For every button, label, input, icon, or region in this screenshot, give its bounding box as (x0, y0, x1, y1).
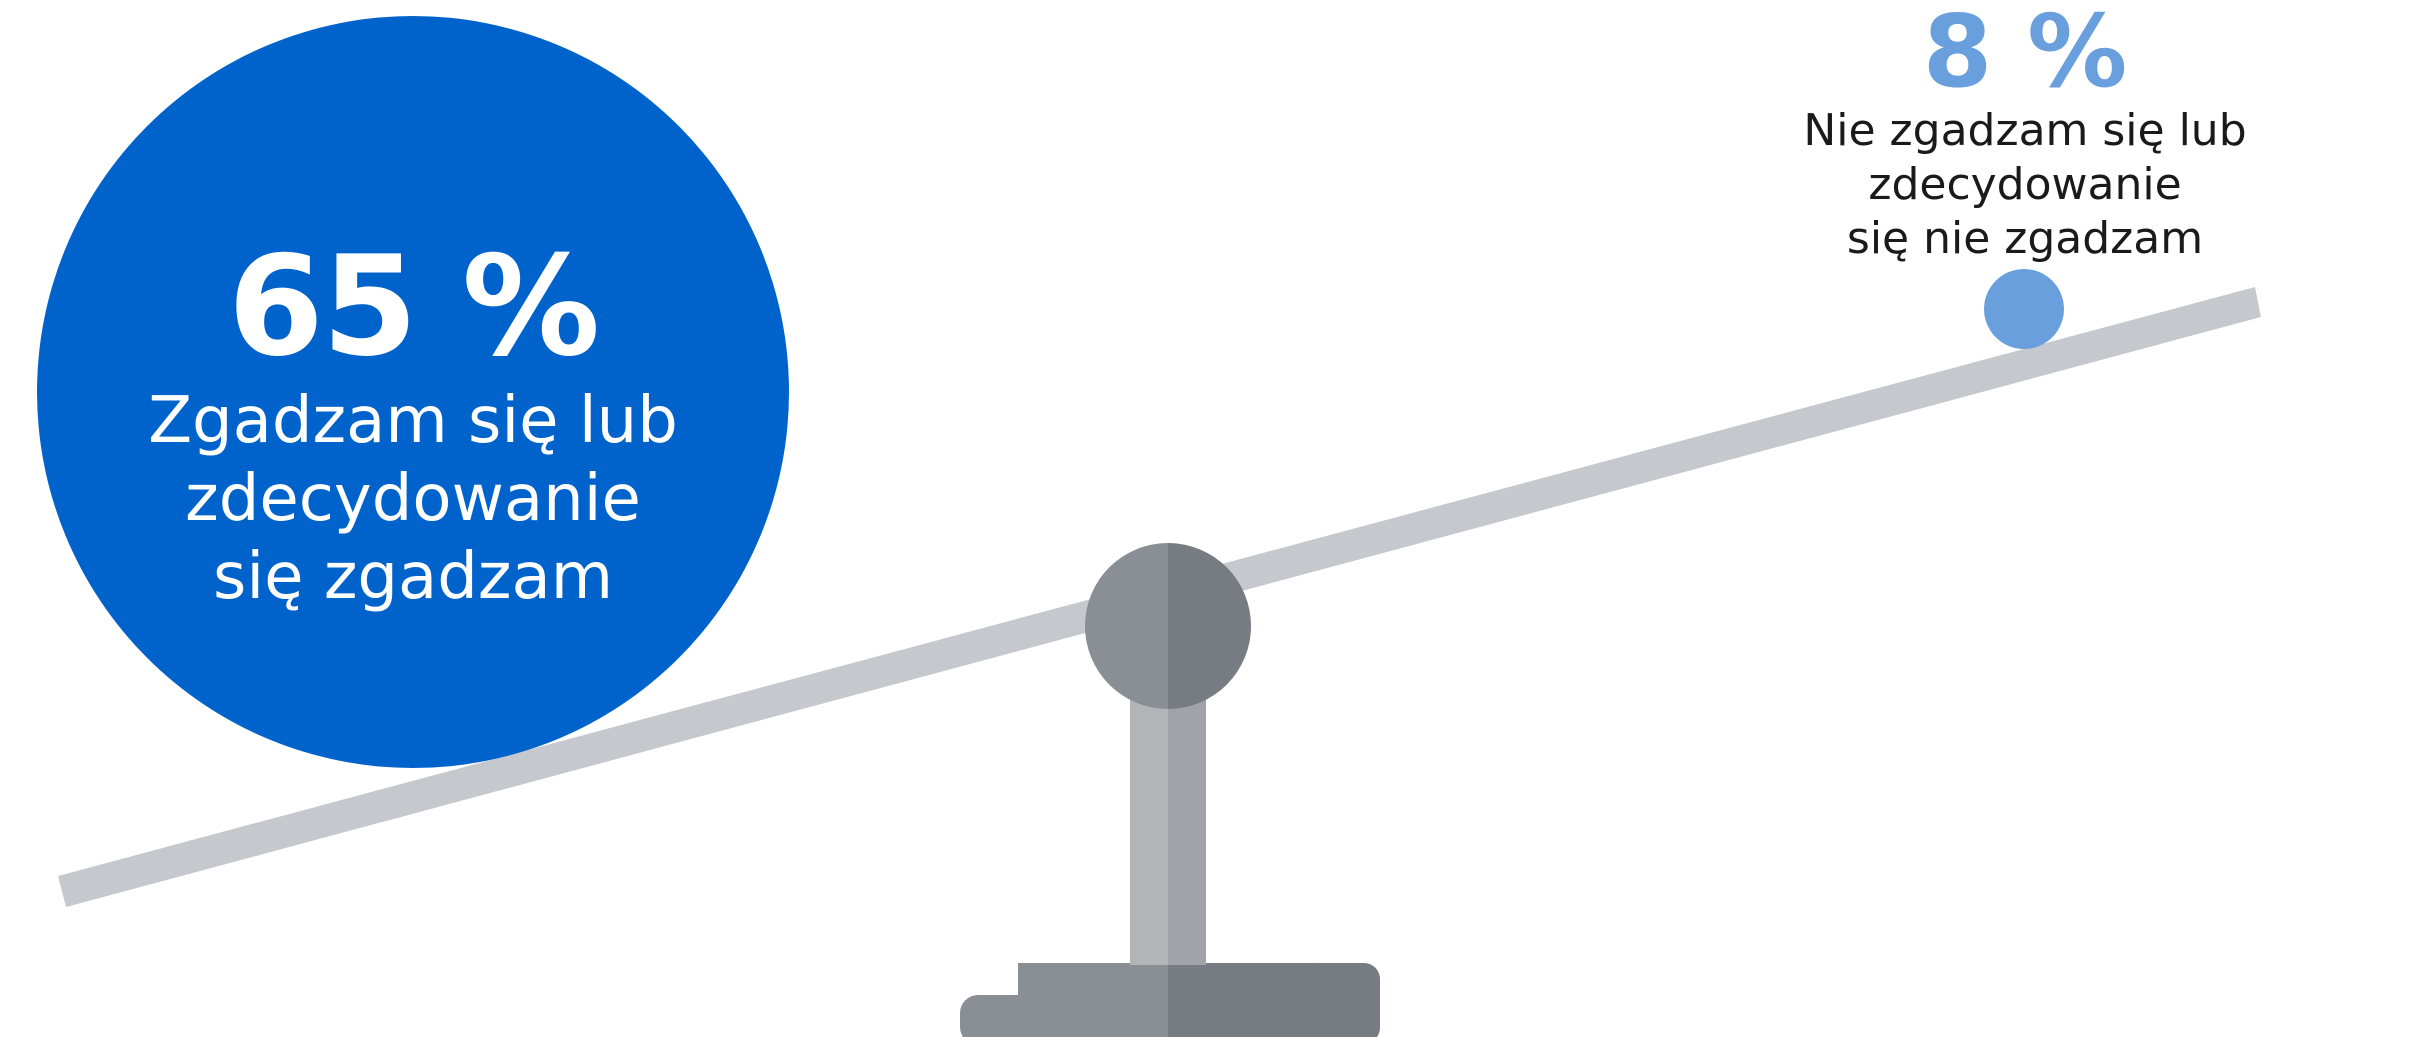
agree-value: 65 % (227, 226, 600, 387)
agree-label-line-3: się zgadzam (212, 540, 614, 614)
disagree-label-line-1: Nie zgadzam się lub zdecydowanie (1803, 105, 2247, 210)
agree-circle (37, 16, 789, 768)
scale-pivot (1085, 543, 1251, 709)
disagree-value: 8 % (1922, 0, 2128, 110)
agree-label-line-1: Zgadzam się lub (148, 384, 678, 458)
agree-label-line-2: zdecydowanie (185, 462, 641, 536)
scale-base (960, 963, 1380, 1037)
agree-block: 65 % Zgadzam się lub zdecydowanie się zg… (38, 232, 788, 616)
disagree-ball (1984, 269, 2064, 349)
disagree-block: 8 % Nie zgadzam się lub zdecydowanie się… (1640, 0, 2410, 266)
disagree-label-line-2: się nie zgadzam (1846, 213, 2204, 264)
